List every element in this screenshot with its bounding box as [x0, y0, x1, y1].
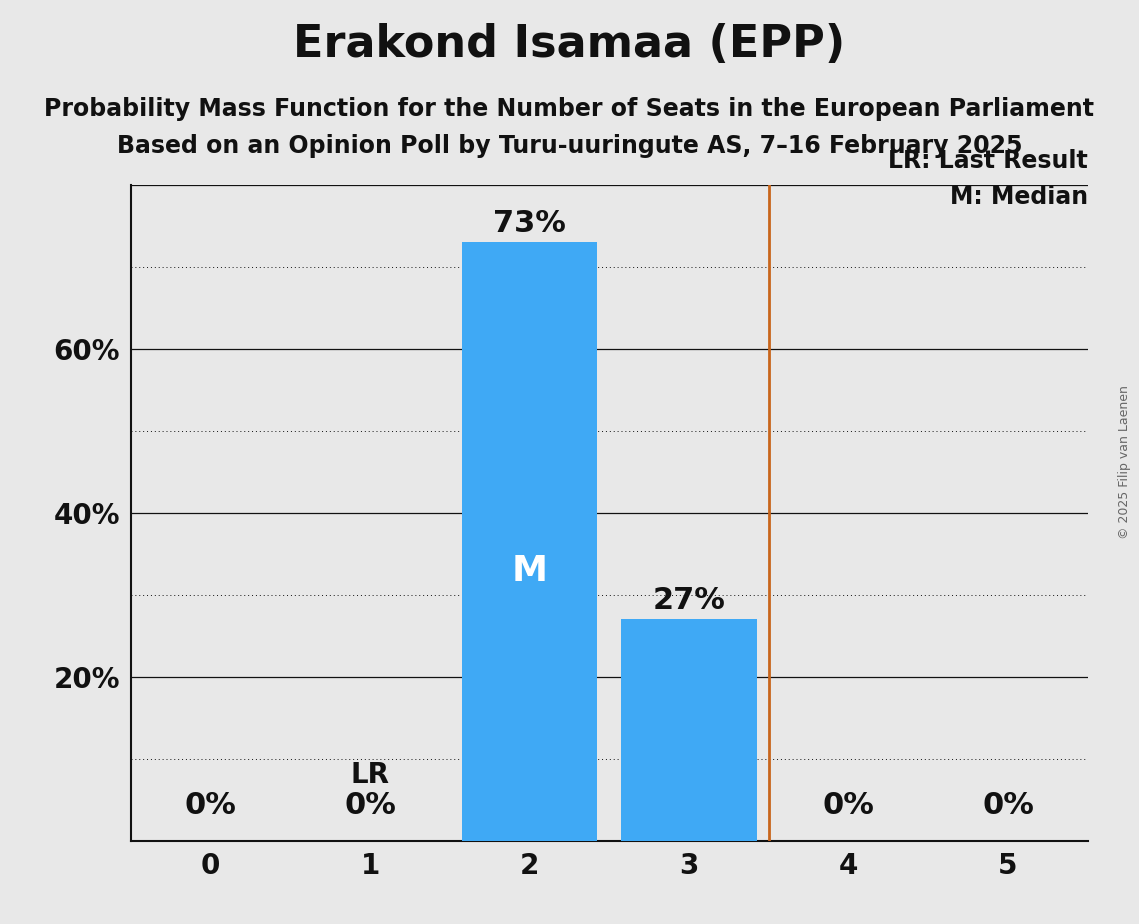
- Text: 73%: 73%: [493, 209, 566, 238]
- Text: 0%: 0%: [982, 791, 1034, 821]
- Text: LR: LR: [351, 761, 390, 789]
- Text: LR: Last Result: LR: Last Result: [888, 149, 1088, 173]
- Text: Based on an Opinion Poll by Turu-uuringute AS, 7–16 February 2025: Based on an Opinion Poll by Turu-uuringu…: [117, 134, 1022, 158]
- Bar: [622, 619, 756, 841]
- Text: M: M: [511, 554, 548, 589]
- Bar: [462, 242, 597, 841]
- Text: Erakond Isamaa (EPP): Erakond Isamaa (EPP): [294, 23, 845, 67]
- Text: 27%: 27%: [653, 587, 726, 615]
- Text: 0%: 0%: [344, 791, 396, 821]
- Text: 0%: 0%: [185, 791, 237, 821]
- Text: 0%: 0%: [822, 791, 875, 821]
- Text: © 2025 Filip van Laenen: © 2025 Filip van Laenen: [1118, 385, 1131, 539]
- Text: Probability Mass Function for the Number of Seats in the European Parliament: Probability Mass Function for the Number…: [44, 97, 1095, 121]
- Text: M: Median: M: Median: [950, 185, 1088, 209]
